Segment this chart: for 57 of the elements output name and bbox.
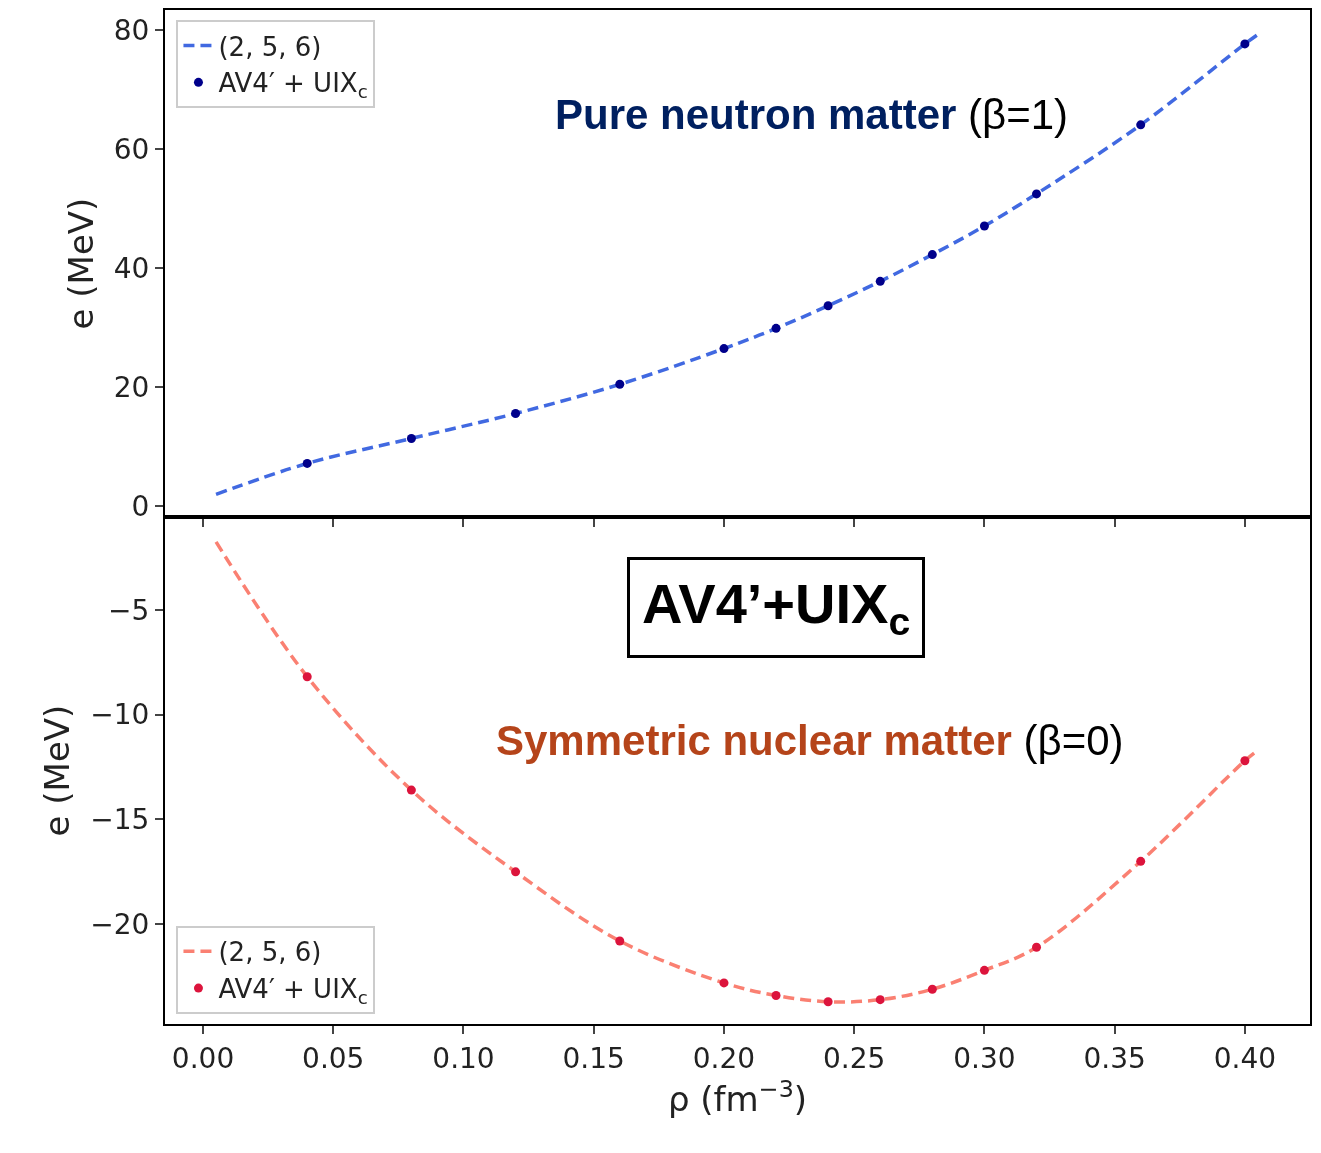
annotation: Pure neutron matter <box>555 91 957 138</box>
point <box>302 672 312 682</box>
point <box>875 276 885 286</box>
legend-label: (2, 5, 6) <box>218 937 322 968</box>
point <box>823 997 833 1007</box>
y-tick-label: −5 <box>108 593 150 627</box>
line-series <box>214 32 1260 497</box>
y-tick-label: −20 <box>90 908 150 942</box>
point <box>1240 39 1250 49</box>
point <box>875 995 885 1005</box>
y-tick-label: −15 <box>90 803 150 837</box>
annotation: Symmetric nuclear matter <box>496 717 1012 764</box>
point <box>1032 942 1042 952</box>
legend-label: AV4′ + UIX$_{c}$ <box>218 68 368 102</box>
y-tick-label: 40 <box>113 252 150 286</box>
legend-label: (2, 5, 6) <box>218 31 322 62</box>
y-tick-label: 80 <box>113 14 150 48</box>
point <box>927 984 937 994</box>
point <box>406 785 416 795</box>
point <box>511 867 521 877</box>
y-tick-label: −10 <box>90 698 150 732</box>
annotation: (β=1) <box>968 91 1069 138</box>
point <box>927 250 937 260</box>
x-tick-label: 0.10 <box>432 1041 495 1075</box>
y-tick-label: 0 <box>131 490 150 524</box>
point <box>771 323 781 333</box>
legend-label: AV4′ + UIX$_{c}$ <box>218 974 368 1008</box>
y-tick-label: 20 <box>113 371 150 405</box>
point <box>979 965 989 975</box>
annotation: (β=0) <box>1023 717 1124 764</box>
point <box>615 379 625 389</box>
x-tick-label: 0.15 <box>562 1041 625 1075</box>
point <box>719 978 729 988</box>
x-tick-label: 0.25 <box>823 1041 886 1075</box>
point <box>771 991 781 1000</box>
y-axis-title: e (MeV) <box>60 197 101 330</box>
point <box>406 433 416 443</box>
x-tick-label: 0.00 <box>171 1041 235 1075</box>
x-axis-title: ρ (fm$^{−3}$) <box>667 1074 808 1119</box>
y-tick-label: 60 <box>113 133 150 167</box>
point <box>1136 120 1146 130</box>
point <box>1240 756 1250 766</box>
point <box>511 408 521 418</box>
point <box>979 221 989 231</box>
annotation: AV4’+UIX$_{c}$ <box>642 572 911 643</box>
x-tick-label: 0.05 <box>302 1041 365 1075</box>
point <box>823 301 833 311</box>
x-tick-label: 0.20 <box>692 1041 756 1075</box>
point <box>1136 856 1146 866</box>
point <box>1032 189 1042 199</box>
point <box>719 344 729 354</box>
x-tick-label: 0.40 <box>1213 1041 1277 1075</box>
x-tick-label: 0.35 <box>1083 1041 1146 1075</box>
point <box>302 458 312 468</box>
point <box>615 936 625 946</box>
x-tick-label: 0.30 <box>953 1041 1016 1075</box>
y-axis-title: e (MeV) <box>37 704 78 837</box>
